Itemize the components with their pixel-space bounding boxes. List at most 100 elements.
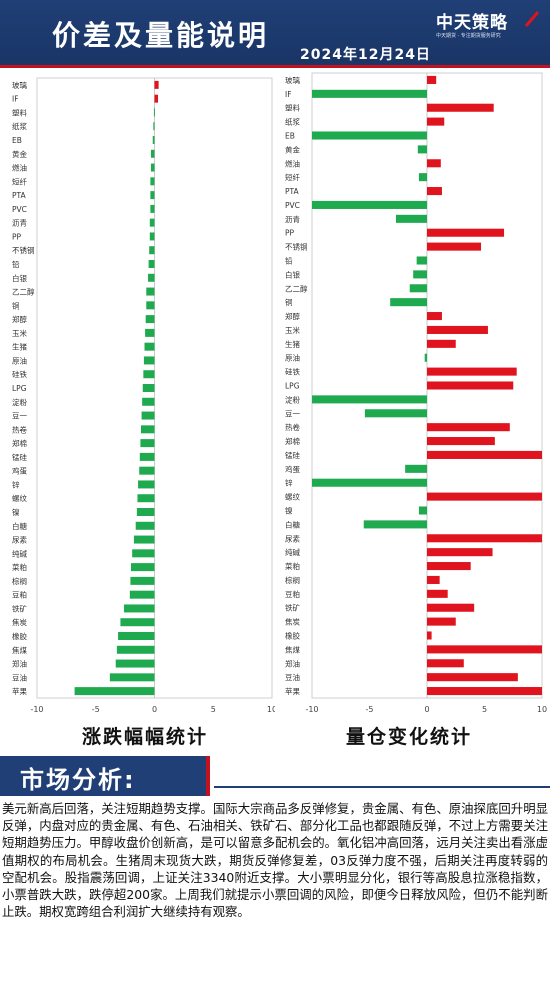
category-label: 白糖 [285,519,300,529]
bar [427,325,488,334]
bar [427,437,495,446]
category-label: 棕榈 [12,576,27,586]
tick-label: -5 [366,705,374,714]
section-divider [214,786,550,788]
category-label: IF [12,95,19,104]
bar [153,122,155,131]
market-analysis-header: 市场分析: [0,756,550,796]
bar [427,228,505,237]
bar [150,191,155,200]
bar [148,260,155,268]
bar [154,80,159,89]
category-label: 豆一 [12,412,27,421]
category-label: 鸡蛋 [285,464,300,474]
category-label: 生猪 [285,339,300,349]
bar [146,287,155,296]
bar [427,75,437,84]
category-label: 乙二醇 [285,283,308,293]
bar [312,395,427,404]
category-label: PVC [12,205,27,214]
category-label: 菜粕 [285,561,300,571]
category-label: PVC [285,201,300,210]
bar [131,563,155,572]
category-label: 淀粉 [285,394,300,404]
category-label: IF [285,90,292,99]
bar [405,464,427,473]
category-label: 苹果 [12,686,27,696]
logo-swoosh-icon [524,11,540,27]
bar [413,270,427,279]
bar [148,273,155,282]
category-label: 铜 [12,300,20,310]
category-label: LPG [285,382,300,391]
bar [390,298,427,307]
category-label: EB [12,136,22,145]
bar [427,423,510,432]
bar [149,218,155,227]
category-label: PP [12,232,22,241]
category-label: 螺纹 [285,492,300,502]
bar [427,381,514,390]
category-label: 郑醇 [285,311,300,321]
category-label: 焦炭 [285,617,300,627]
category-label: 沥青 [285,214,300,224]
category-label: PTA [285,187,300,196]
bar [133,535,155,544]
bar [152,136,155,144]
category-label: 铅 [12,259,20,269]
bar [130,576,155,585]
category-label: 郑油 [285,658,300,668]
bar [427,687,542,696]
category-label: 郑棉 [12,438,27,448]
category-label: 塑料 [12,107,27,117]
category-label: 菜粕 [12,562,27,572]
category-label: 原油 [12,355,27,365]
category-label: 镍 [12,507,20,517]
category-label: 玉米 [12,328,27,338]
category-label: 郑醇 [12,314,27,324]
bar [109,673,155,682]
category-label: 郑油 [12,659,27,669]
category-label: 豆油 [285,672,300,682]
category-label: 锌 [285,478,293,488]
category-label: 豆粕 [285,589,300,599]
category-label: 尿素 [285,533,300,543]
bar [139,466,155,475]
category-label: 尿素 [12,535,27,545]
bar [395,214,427,223]
category-label: 郑棉 [285,436,300,446]
bar [145,315,155,324]
bar [312,89,427,98]
bar [146,301,155,310]
bar [141,411,155,420]
bar [312,200,427,209]
bar [427,117,445,126]
category-label: 黄金 [12,149,27,159]
header-banner: 价差及量能说明 2024年12月24日 中天策略 中天期货 · 专注期货服务研究 [0,0,550,68]
bar [409,284,427,293]
logo-slogan: 中天期货 · 专注期货服务研究 [436,33,501,39]
category-label: 短纤 [12,176,27,186]
charts-area: 玻璃 IF 塑料 纸浆 EB 黄金 燃油 短纤 PTA PVC 沥青 PP 不锈钢铅白银 乙二醇铜郑醇 玉米… [0,70,550,750]
bar [137,494,155,503]
category-label: 铁矿 [12,603,27,613]
bar [427,242,482,251]
category-label: 橡胶 [12,631,27,641]
bar [427,159,441,168]
category-label: 白糖 [12,521,27,531]
tick-label: 0 [424,705,429,714]
bar [427,673,518,682]
bar [143,356,155,365]
bar [363,520,427,529]
logo-name: 中天策略 [436,13,508,33]
category-label: 短纤 [285,172,300,182]
category-label: 白银 [12,273,27,283]
page-title: 价差及量能说明 [52,19,270,52]
bar [427,312,442,321]
bar [116,645,155,654]
category-label: 乙二醇 [12,287,35,297]
tick-label: 5 [482,705,487,714]
bar [427,103,494,112]
category-label: EB [285,132,295,141]
bar [149,246,155,255]
